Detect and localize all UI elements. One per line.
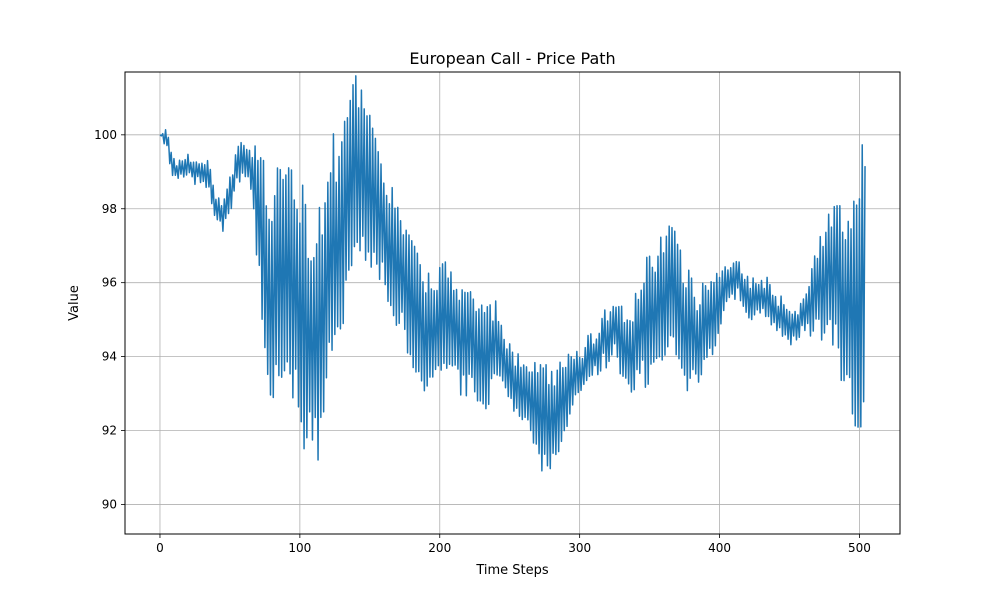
y-axis-label: Value bbox=[67, 285, 82, 321]
x-tick-label: 400 bbox=[708, 541, 731, 555]
y-tick-label: 94 bbox=[102, 350, 117, 364]
y-axis: 90 92 94 96 98 100 bbox=[94, 128, 125, 511]
x-tick-label: 200 bbox=[428, 541, 451, 555]
x-tick-label: 0 bbox=[156, 541, 164, 555]
x-tick-label: 500 bbox=[848, 541, 871, 555]
x-axis: 0 100 200 300 400 500 bbox=[156, 534, 871, 555]
y-tick-label: 98 bbox=[102, 202, 117, 216]
y-tick-label: 92 bbox=[102, 424, 117, 438]
x-tick-label: 300 bbox=[568, 541, 591, 555]
x-axis-label: Time Steps bbox=[475, 563, 549, 578]
x-tick-label: 100 bbox=[288, 541, 311, 555]
y-tick-label: 90 bbox=[102, 497, 117, 511]
chart-title: European Call - Price Path bbox=[409, 49, 615, 68]
series-line-0 bbox=[159, 75, 866, 472]
y-tick-label: 96 bbox=[102, 276, 117, 290]
y-tick-label: 100 bbox=[94, 128, 117, 142]
plot-lines bbox=[159, 75, 866, 472]
plot-frame bbox=[124, 71, 901, 535]
